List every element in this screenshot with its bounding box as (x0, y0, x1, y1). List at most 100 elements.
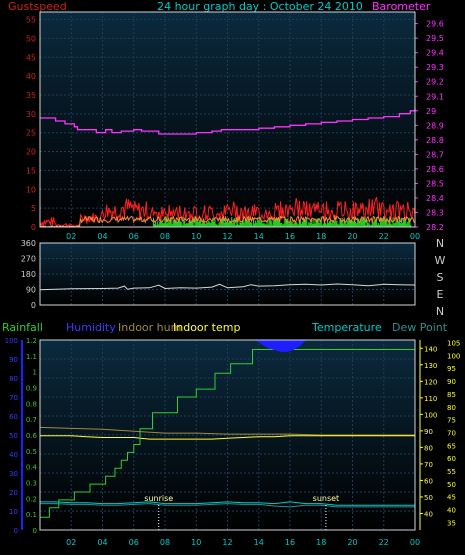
baro-tick-label: 28.9 (426, 121, 444, 130)
humidity-tick-label: 90 (9, 356, 18, 364)
gust-tick-label: 0 (31, 223, 36, 232)
indoor-temp-line (40, 435, 415, 440)
baro-tick-label: 29.5 (426, 34, 444, 43)
dewpoint-line (40, 503, 415, 508)
temp-tick-label: 130 (424, 362, 437, 370)
graph-title: 24 hour graph day : October 24 2010 (157, 0, 363, 13)
wind-direction-frame (39, 242, 416, 306)
temp-alt-tick-label: 45 (447, 494, 456, 502)
time-tick-label: 04 (97, 538, 107, 547)
humidity-tick-label: 20 (9, 489, 18, 497)
humidity-tick-label: 40 (9, 451, 18, 459)
time-tick-label: 20 (347, 538, 357, 547)
gust-tick-label: 50 (26, 34, 36, 43)
temp-tick-label: 120 (424, 378, 437, 386)
time-tick-label: 04 (97, 232, 107, 241)
rain-tick-label: 0.9 (26, 385, 37, 393)
gust-tick-label: 55 (26, 16, 36, 25)
temp-alt-tick-label: 40 (447, 506, 456, 514)
rain-axis-ticks: 0 0.1 0.2 0.3 0.4 0.5 0.6 0.7 0.8 0.9 1 1.1 1.2 (26, 337, 38, 535)
indoor-temp-label: Indoor temp (173, 321, 240, 334)
temperature-label: Temperature (311, 321, 382, 334)
time-tick-label: 18 (316, 232, 326, 241)
gust-tick-label: 40 (26, 72, 36, 81)
time-tick-label: 08 (160, 232, 170, 241)
baro-tick-label: 28.8 (426, 136, 444, 145)
temp-alt-tick-label: 90 (447, 378, 456, 386)
sunset-label: sunset (313, 494, 340, 503)
temp-humidity-frame (39, 339, 416, 531)
time-tick-label: 12 (222, 538, 232, 547)
baro-tick-label: 28.5 (426, 179, 444, 188)
rainfall-line (40, 349, 415, 518)
rain-tick-label: 0 (33, 527, 37, 535)
wind-time-axis: 02 04 06 08 10 12 14 16 18 20 22 00 (66, 232, 420, 241)
temp-alt-tick-label: 80 (447, 404, 456, 412)
direction-tick-label: 0 (31, 301, 36, 310)
rain-tick-label: 1.1 (26, 353, 37, 361)
rainfall-label: Rainfall (2, 321, 43, 334)
sunrise-label: sunrise (144, 494, 173, 503)
time-tick-label: 08 (160, 538, 170, 547)
time-tick-label: 16 (285, 538, 295, 547)
time-tick-label: 02 (66, 232, 76, 241)
time-tick-label: 14 (254, 538, 264, 547)
gust-tick-label: 15 (26, 166, 36, 175)
humidity-axis-ticks: 0 10 20 30 40 50 60 70 80 90 100 (5, 337, 18, 535)
rain-tick-label: 0.2 (26, 495, 37, 503)
time-tick-label: 22 (379, 232, 389, 241)
sun-markers: sunrise sunset (144, 494, 339, 530)
gust-tick-label: 35 (26, 91, 36, 100)
barometer-axis-ticks: 28.2 28.3 28.4 28.5 28.6 28.7 28.8 28.9 29 29.1 29… (415, 20, 444, 232)
rain-tick-label: 0.5 (26, 448, 37, 456)
temp-alt-axis-ticks: 35 40 45 50 55 60 65 70 75 80 85 90 95 100 105 (447, 340, 460, 528)
gustspeed-label: Gustspeed (8, 0, 67, 13)
temp-humidity-series (39, 339, 415, 518)
temp-alt-tick-label: 60 (447, 455, 456, 463)
rain-tick-label: 0.7 (26, 416, 37, 424)
time-tick-label: 18 (316, 538, 326, 547)
baro-tick-label: 28.2 (426, 223, 444, 232)
temp-tick-label: 100 (424, 411, 437, 419)
gust-tick-label: 45 (26, 53, 36, 62)
barometer-line (40, 107, 416, 135)
direction-tick-label: 270 (21, 255, 36, 264)
temperature-line (40, 501, 415, 506)
baro-tick-label: 29 (426, 107, 436, 116)
avg-wind-line (39, 214, 416, 228)
rain-tick-label: 0.3 (26, 480, 37, 488)
time-tick-label: 02 (66, 538, 76, 547)
humidity-tick-label: 10 (9, 508, 18, 516)
wind-direction-line (39, 283, 416, 291)
humidity-tick-label: 30 (9, 470, 18, 478)
humidity-area (253, 339, 307, 352)
baro-tick-label: 29.2 (426, 78, 444, 87)
baro-tick-label: 29.1 (426, 92, 444, 101)
humidity-tick-label: 50 (9, 432, 18, 440)
temp-alt-tick-label: 70 (447, 429, 456, 437)
baro-tick-label: 29.4 (426, 49, 444, 58)
wind-baro-frame (39, 11, 416, 228)
temp-alt-tick-label: 65 (447, 442, 456, 450)
humidity-tick-label: 0 (14, 527, 18, 535)
temp-time-axis: 02 04 06 08 10 12 14 16 18 20 22 00 (66, 538, 420, 547)
temp-alt-tick-label: 95 (447, 365, 456, 373)
humidity-tick-label: 70 (9, 394, 18, 402)
time-tick-label: 10 (191, 232, 201, 241)
baro-tick-label: 29.3 (426, 63, 444, 72)
compass-label: N (436, 305, 444, 318)
direction-tick-label: 360 (21, 239, 36, 248)
gust-tick-label: 20 (26, 148, 36, 157)
temp-tick-label: 40 (424, 510, 433, 518)
temp-alt-tick-label: 85 (447, 391, 456, 399)
temp-alt-tick-label: 75 (447, 417, 456, 425)
rain-tick-label: 1 (33, 369, 37, 377)
time-tick-label: 16 (285, 232, 295, 241)
rain-tick-label: 0.1 (26, 511, 37, 519)
indoor-hum-label: Indoor hum (118, 321, 181, 334)
gust-tick-label: 10 (26, 185, 36, 194)
gust-tick-label: 25 (26, 129, 36, 138)
time-tick-label: 20 (347, 232, 357, 241)
time-tick-label: 06 (129, 232, 139, 241)
